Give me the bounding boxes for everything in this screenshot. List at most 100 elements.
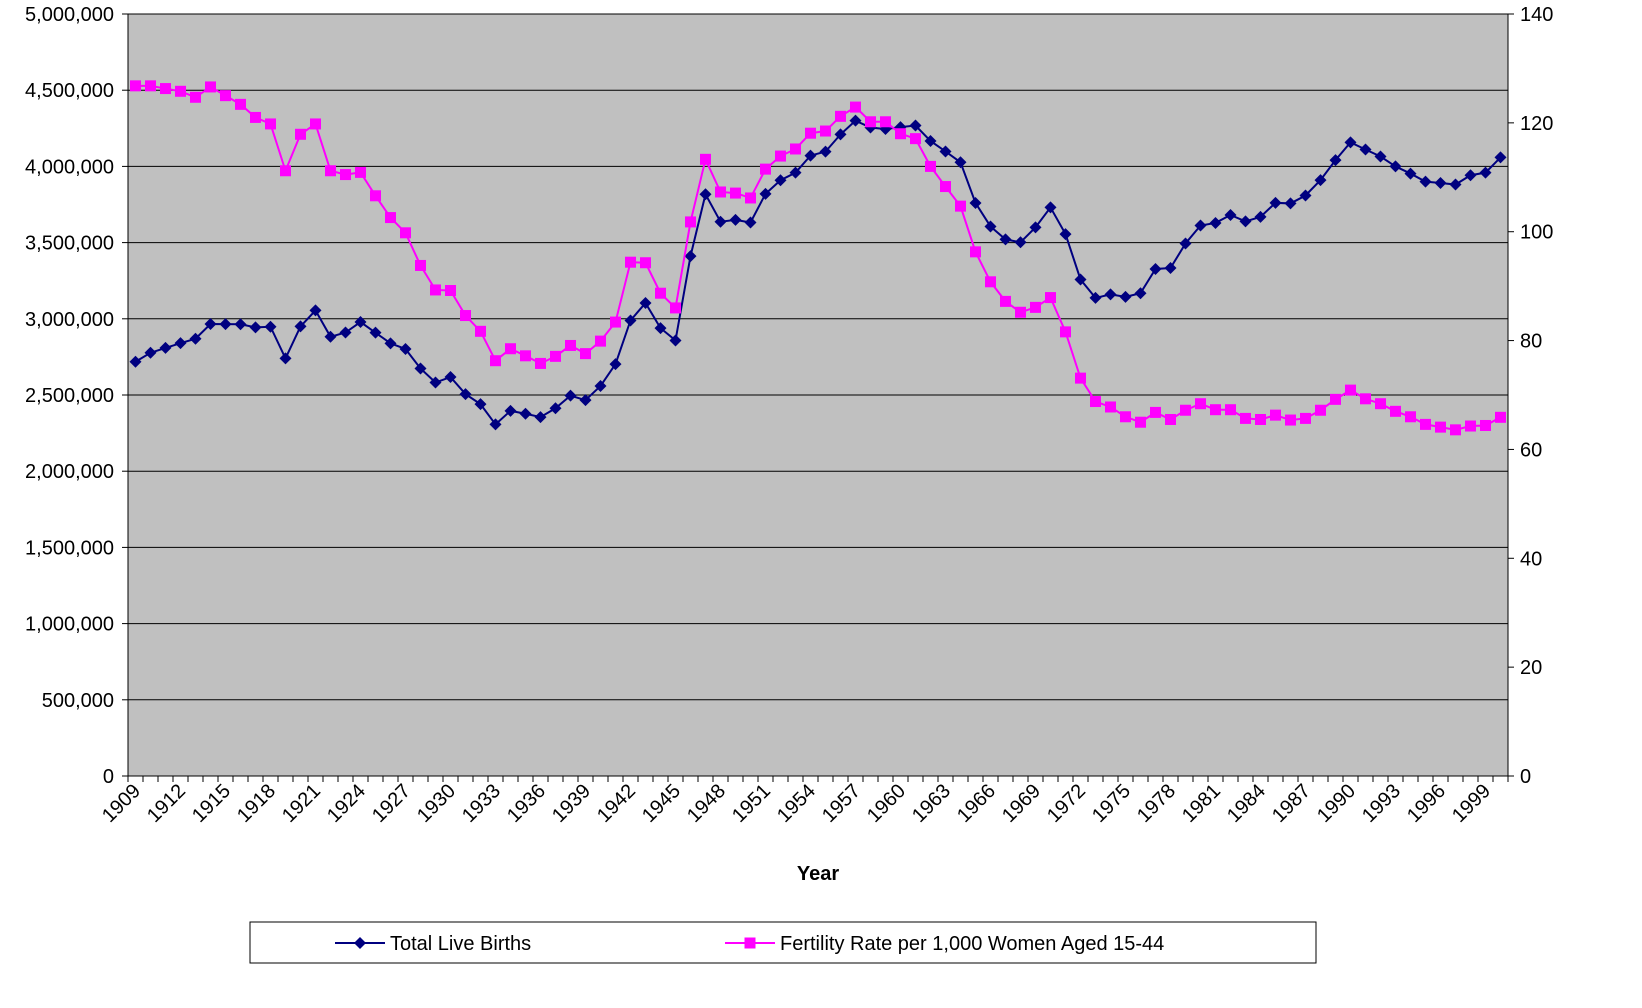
x-tick-label: 1924 — [323, 780, 370, 827]
x-tick-label: 1963 — [908, 780, 955, 827]
data-point — [294, 320, 307, 333]
data-point — [1285, 414, 1296, 426]
y-tick-label: 4,500,000 — [25, 80, 114, 102]
data-point — [1015, 306, 1026, 318]
data-point — [1210, 404, 1221, 416]
x-tick-label: 1942 — [593, 780, 640, 827]
x-tick-label: 1930 — [413, 780, 460, 827]
data-point — [639, 296, 652, 309]
data-point — [429, 376, 442, 389]
data-point — [624, 314, 637, 327]
data-point — [249, 321, 262, 334]
data-point — [609, 358, 622, 371]
data-point — [834, 128, 847, 141]
legend-label: Fertility Rate per 1,000 Women Aged 15-4… — [780, 933, 1164, 955]
data-point — [625, 256, 636, 268]
y-tick-label: 2,500,000 — [25, 385, 114, 407]
data-point — [835, 110, 846, 122]
legend-label: Total Live Births — [390, 933, 531, 955]
data-point — [1134, 287, 1147, 300]
data-point — [535, 357, 546, 369]
data-point — [370, 190, 381, 202]
y2-tick-label: 100 — [1520, 222, 1553, 244]
y2-tick-label: 80 — [1520, 331, 1542, 353]
data-point — [279, 352, 292, 365]
data-point — [850, 101, 861, 113]
data-point — [729, 213, 742, 226]
data-point — [219, 318, 232, 331]
data-point — [234, 318, 247, 331]
data-point — [1375, 398, 1386, 410]
data-point — [1105, 401, 1116, 413]
data-point — [369, 326, 382, 339]
x-tick-label: 1927 — [368, 780, 415, 827]
data-point — [714, 215, 727, 228]
data-point — [895, 128, 906, 140]
x-tick-label: 1951 — [728, 780, 775, 827]
data-point — [235, 98, 246, 110]
data-point — [490, 355, 501, 367]
y-tick-label: 1,500,000 — [25, 537, 114, 559]
data-point — [819, 145, 832, 158]
data-point — [804, 149, 817, 162]
x-tick-label: 1918 — [233, 780, 280, 827]
x-tick-label: 1981 — [1178, 780, 1225, 827]
data-point — [384, 337, 397, 350]
data-point — [985, 276, 996, 288]
data-point — [790, 143, 801, 155]
data-point — [550, 350, 561, 362]
data-point — [789, 166, 802, 179]
data-point — [1164, 262, 1177, 275]
y2-tick-label: 0 — [1520, 766, 1531, 788]
data-point — [1329, 154, 1342, 167]
y-tick-label: 1,000,000 — [25, 614, 114, 636]
data-point — [1270, 409, 1281, 421]
data-point — [1404, 167, 1417, 180]
data-point — [324, 330, 337, 343]
data-point — [1330, 393, 1341, 405]
data-point — [759, 187, 772, 200]
y-tick-label: 2,000,000 — [25, 461, 114, 483]
data-point — [730, 187, 741, 199]
data-point — [594, 380, 607, 393]
data-point — [910, 133, 921, 145]
data-point — [1344, 136, 1357, 149]
data-point — [460, 310, 471, 322]
x-tick-label: 1966 — [953, 780, 1000, 827]
data-point — [1345, 384, 1356, 396]
x-tick-label: 1993 — [1358, 780, 1405, 827]
y-tick-label: 0 — [103, 766, 114, 788]
data-point — [684, 250, 697, 263]
x-tick-label: 1969 — [998, 780, 1045, 827]
y2-tick-label: 40 — [1520, 548, 1542, 570]
data-point — [445, 284, 456, 296]
data-point — [940, 181, 951, 193]
data-point — [745, 192, 756, 204]
data-point — [1135, 416, 1146, 428]
data-point — [339, 326, 352, 339]
data-point — [1299, 189, 1312, 202]
data-point — [1435, 421, 1446, 433]
data-point — [1074, 273, 1087, 286]
data-point — [1225, 404, 1236, 416]
data-point — [1030, 301, 1041, 313]
data-point — [475, 325, 486, 337]
x-tick-label: 1990 — [1313, 780, 1360, 827]
legend-marker — [354, 937, 366, 949]
data-point — [1254, 210, 1267, 223]
data-point — [984, 220, 997, 233]
data-point — [489, 418, 502, 431]
data-point — [205, 81, 216, 93]
data-point — [145, 80, 156, 92]
data-point — [1029, 221, 1042, 234]
x-tick-label: 1999 — [1448, 780, 1495, 827]
data-point — [474, 398, 487, 411]
data-point — [865, 116, 876, 128]
data-point — [325, 165, 336, 177]
data-point — [1240, 412, 1251, 424]
data-point — [204, 317, 217, 330]
data-point — [909, 119, 922, 132]
data-point — [580, 348, 591, 360]
data-point — [1045, 292, 1056, 304]
